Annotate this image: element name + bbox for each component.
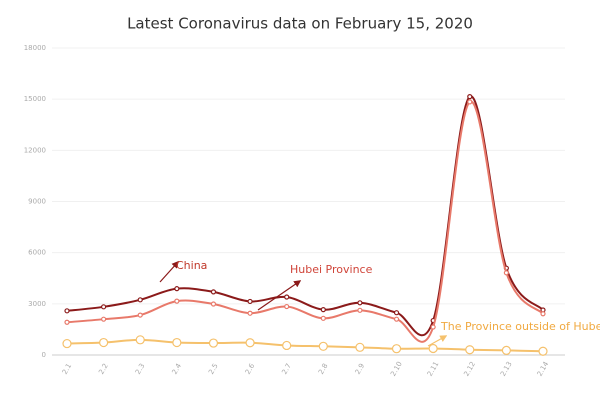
x-tick-label: 2.14 [536,360,551,378]
point [282,340,292,351]
annotation-arrow [427,335,448,347]
x-tick-label: 2.7 [280,362,292,376]
y-tick-label: 0 [42,351,46,359]
point [357,300,363,306]
point [355,342,365,352]
chart-title: Latest Coronavirus data on February 15, … [127,15,473,33]
point [172,337,182,348]
x-tick-label: 2.2 [97,362,109,376]
point [101,304,107,310]
x-tick-label: 2.10 [389,360,404,378]
point [467,99,473,105]
point [62,338,72,349]
point [393,316,400,322]
point [247,310,253,316]
point [357,307,363,313]
x-tick-label: 2.12 [462,360,477,378]
x-tick-label: 2.11 [426,360,441,378]
point [137,312,143,318]
x-tick-label: 2.4 [171,362,184,376]
point [538,346,548,356]
x-tick-label: 2.8 [317,362,329,376]
point [245,338,255,348]
point [320,315,326,321]
point [503,270,509,276]
y-tick-label: 6000 [28,249,46,257]
point [247,298,253,305]
x-tick-label: 2.13 [499,360,514,378]
point [99,337,109,348]
point [210,301,217,307]
annotation-arrow [159,260,179,283]
point [320,307,326,313]
point [101,316,107,322]
legend-label: Hubei Province [290,263,373,276]
point [391,344,402,354]
y-tick-label: 12000 [24,146,46,154]
x-tick-label: 2.9 [354,362,366,376]
x-tick-label: 2.3 [134,362,146,376]
point [174,298,180,304]
point [428,343,438,354]
point [135,335,145,345]
point [284,303,290,310]
x-tick-label: 2.5 [207,362,219,376]
point [430,324,436,330]
point [465,345,475,355]
y-tick-label: 3000 [28,300,46,308]
point [64,308,70,314]
y-tick-label: 15000 [24,95,46,103]
x-tick-label: 2.1 [61,362,73,376]
point [64,319,70,325]
point [501,345,511,355]
point [208,338,219,348]
point [318,341,328,351]
point [467,94,473,100]
point [540,311,546,317]
annotation-arrow [257,280,302,311]
x-tick-label: 2.6 [244,362,257,376]
point [393,310,400,316]
series-line [66,95,544,337]
y-tick-label: 18000 [24,44,46,52]
point [210,289,217,295]
point [137,297,143,303]
series-line [66,100,544,343]
y-tick-label: 9000 [28,198,46,206]
point [174,286,180,292]
legend-label: China [176,259,207,272]
point [284,294,290,300]
legend-label: The Province outside of Hubei [440,320,600,333]
